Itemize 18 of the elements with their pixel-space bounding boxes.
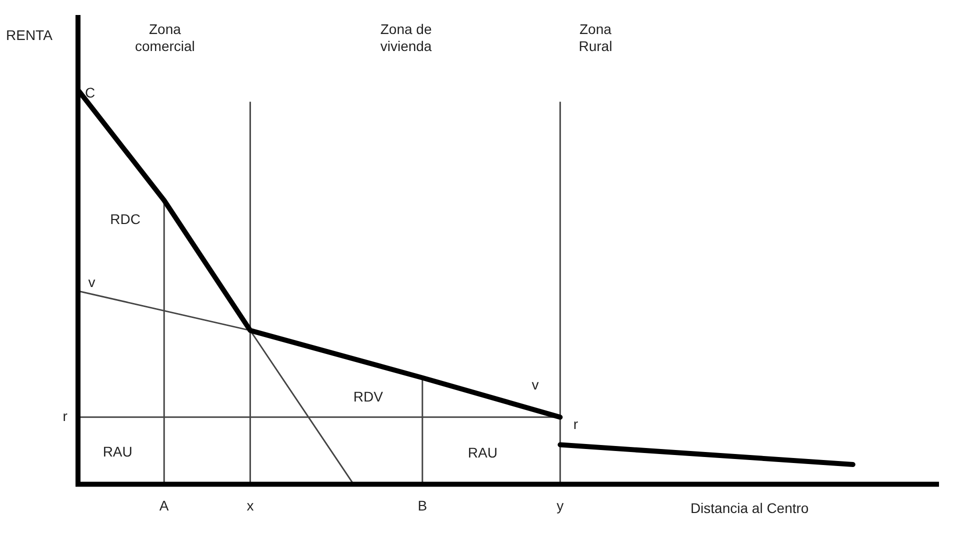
text: r [62,408,68,424]
annotation: RAU [468,444,498,461]
x-axis-title: Distancia al Centro [690,500,809,516]
x-tick-label: y [556,497,564,514]
annotation: RAU [102,444,132,460]
x-tick-label: B [418,497,428,514]
text: Zona comercial [135,21,195,54]
annotation: C [84,84,96,101]
x-tick-label: A [159,497,170,514]
x-tick-label: x [246,497,254,514]
annotation: v [88,274,96,290]
annotation: v [532,376,539,392]
annotation: RDV [353,388,384,404]
text: Zona Rural [578,21,612,54]
annotation: r [573,416,578,432]
annotation: RDC [110,210,141,227]
y-axis-title: RENTA [6,26,54,43]
text: Zona de vivienda [380,21,432,54]
